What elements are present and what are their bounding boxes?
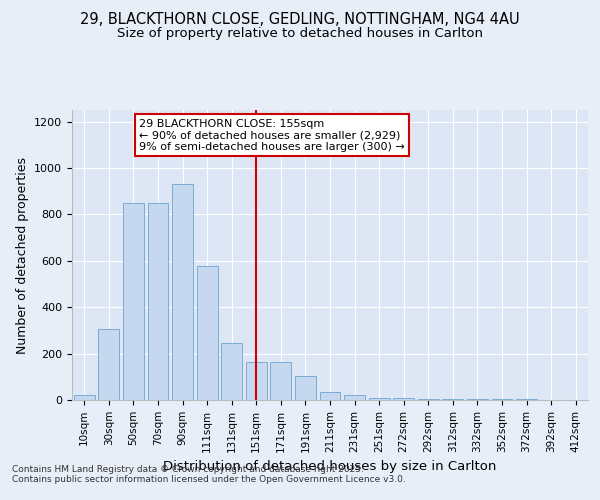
Bar (320, 392, 340, 400)
Bar (442, 399, 463, 400)
Bar (246, 362, 267, 400)
Bar (467, 399, 488, 400)
Bar (221, 343, 242, 400)
Bar (98, 329, 119, 400)
Bar (393, 398, 414, 400)
Bar (295, 376, 316, 400)
Text: Contains HM Land Registry data © Crown copyright and database right 2025.: Contains HM Land Registry data © Crown c… (12, 466, 364, 474)
Bar (172, 184, 193, 400)
Bar (148, 204, 169, 400)
Bar (418, 399, 439, 400)
Text: 29 BLACKTHORN CLOSE: 155sqm
← 90% of detached houses are smaller (2,929)
9% of s: 29 BLACKTHORN CLOSE: 155sqm ← 90% of det… (139, 118, 405, 152)
Bar (368, 398, 389, 400)
Bar (271, 362, 292, 400)
Text: 29, BLACKTHORN CLOSE, GEDLING, NOTTINGHAM, NG4 4AU: 29, BLACKTHORN CLOSE, GEDLING, NOTTINGHA… (80, 12, 520, 28)
Text: Contains public sector information licensed under the Open Government Licence v3: Contains public sector information licen… (12, 476, 406, 484)
Bar (197, 266, 218, 400)
Bar (344, 396, 365, 400)
Bar (123, 204, 144, 400)
Y-axis label: Number of detached properties: Number of detached properties (16, 156, 29, 354)
X-axis label: Distribution of detached houses by size in Carlton: Distribution of detached houses by size … (163, 460, 497, 473)
Text: Size of property relative to detached houses in Carlton: Size of property relative to detached ho… (117, 28, 483, 40)
Bar (74, 396, 95, 400)
